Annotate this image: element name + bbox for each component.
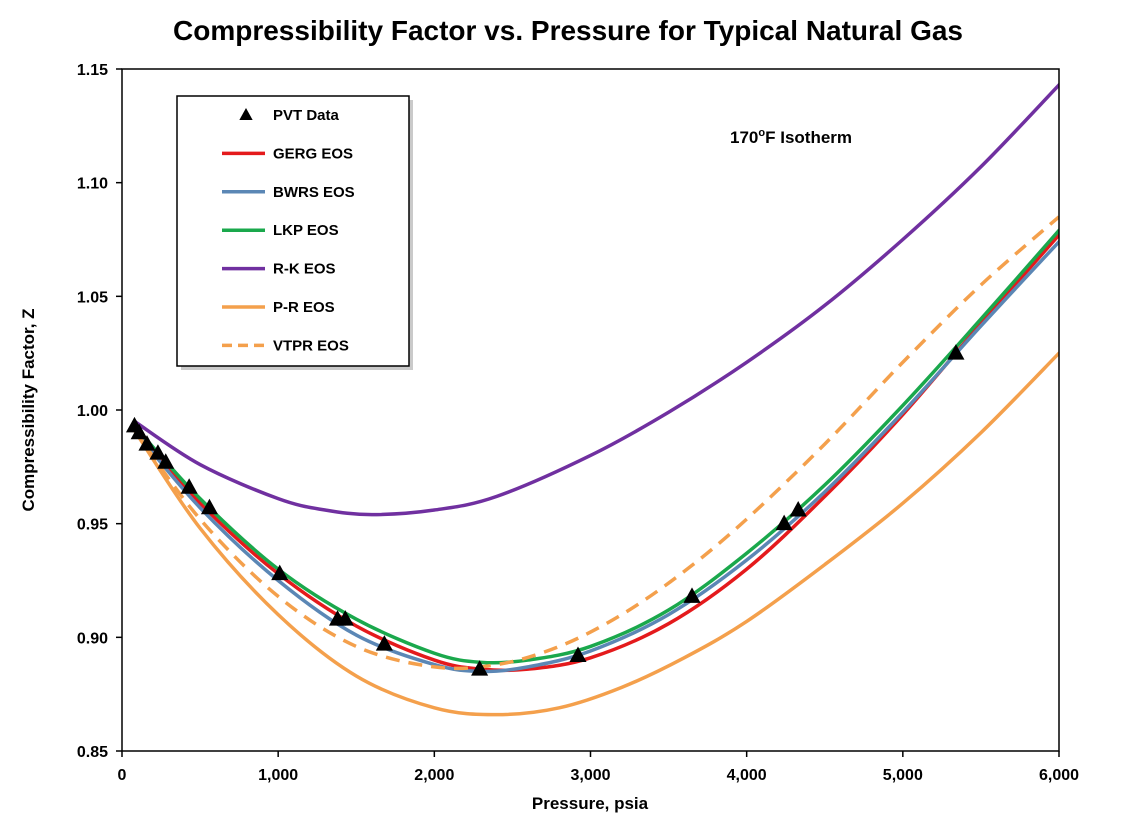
x-tick-label: 6,000	[1039, 767, 1079, 784]
pvt-data-point	[569, 646, 587, 662]
chart-title: Compressibility Factor vs. Pressure for …	[173, 15, 963, 46]
y-tick-label: 0.85	[77, 744, 108, 761]
y-tick-label: 1.15	[77, 62, 108, 79]
y-tick-label: 1.10	[77, 176, 108, 193]
x-tick-label: 1,000	[258, 767, 298, 784]
x-tick-label: 3,000	[570, 767, 610, 784]
series-line-vtpr-eos	[133, 215, 1059, 671]
pvt-data-point	[775, 514, 793, 531]
x-tick-label: 2,000	[414, 767, 454, 784]
pvt-data-point	[157, 453, 175, 469]
legend-label-r-k-eos: R-K EOS	[273, 261, 336, 278]
legend-box	[176, 95, 410, 367]
pvt-data-point	[336, 610, 354, 626]
legend-label-gerg-eos: GERG EOS	[273, 145, 353, 162]
pvt-data-point	[471, 660, 489, 676]
y-tick-labels: 0.85 0.90 0.95 1.00 1.05 1.10 1.15	[77, 62, 108, 761]
x-tick-label: 0	[118, 767, 127, 784]
pvt-data-point	[375, 635, 393, 651]
x-axis-label: Pressure, psia	[532, 794, 649, 813]
legend-label-p-r-eos: P-R EOS	[273, 299, 335, 316]
pvt-data-point	[138, 435, 156, 451]
pvt-data-point	[947, 344, 965, 360]
series-line-r-k-eos	[132, 83, 1059, 517]
legend-marker-pvt	[239, 108, 253, 121]
y-tick-label: 0.95	[77, 517, 108, 534]
legend-label-bwrs-eos: BWRS EOS	[273, 184, 355, 201]
y-tick-label: 1.00	[77, 403, 108, 420]
legend-label-pvt-data: PVT Data	[273, 107, 340, 124]
legend: PVT Data GERG EOS BWRS EOS LKP EOS R-K EOS P-…	[176, 95, 413, 370]
x-tick-labels: 0 1,000 2,000 3,000 4,000 5,000 6,000	[118, 767, 1080, 784]
pvt-data-point	[149, 444, 167, 460]
pvt-data-point	[200, 498, 218, 515]
tick-marks	[116, 68, 1060, 757]
y-axis-label: Compressibility Factor, Z	[19, 308, 38, 511]
x-tick-label: 5,000	[883, 767, 923, 784]
series-line-p-r-eos	[132, 351, 1059, 717]
plot-frame	[121, 68, 1060, 752]
isotherm-annotation: 170oF Isotherm	[730, 127, 852, 147]
pvt-data-point	[789, 501, 807, 517]
legend-label-lkp-eos: LKP EOS	[273, 222, 339, 239]
pvt-data-point	[180, 478, 198, 494]
legend-label-vtpr-eos: VTPR EOS	[273, 337, 349, 354]
pvt-data-point	[130, 423, 148, 440]
pvt-data-point	[271, 564, 289, 581]
y-tick-label: 1.05	[77, 289, 108, 306]
x-tick-label: 4,000	[727, 767, 767, 784]
pvt-data-point	[683, 587, 701, 603]
pvt-markers	[125, 344, 965, 676]
y-tick-label: 0.90	[77, 630, 108, 647]
